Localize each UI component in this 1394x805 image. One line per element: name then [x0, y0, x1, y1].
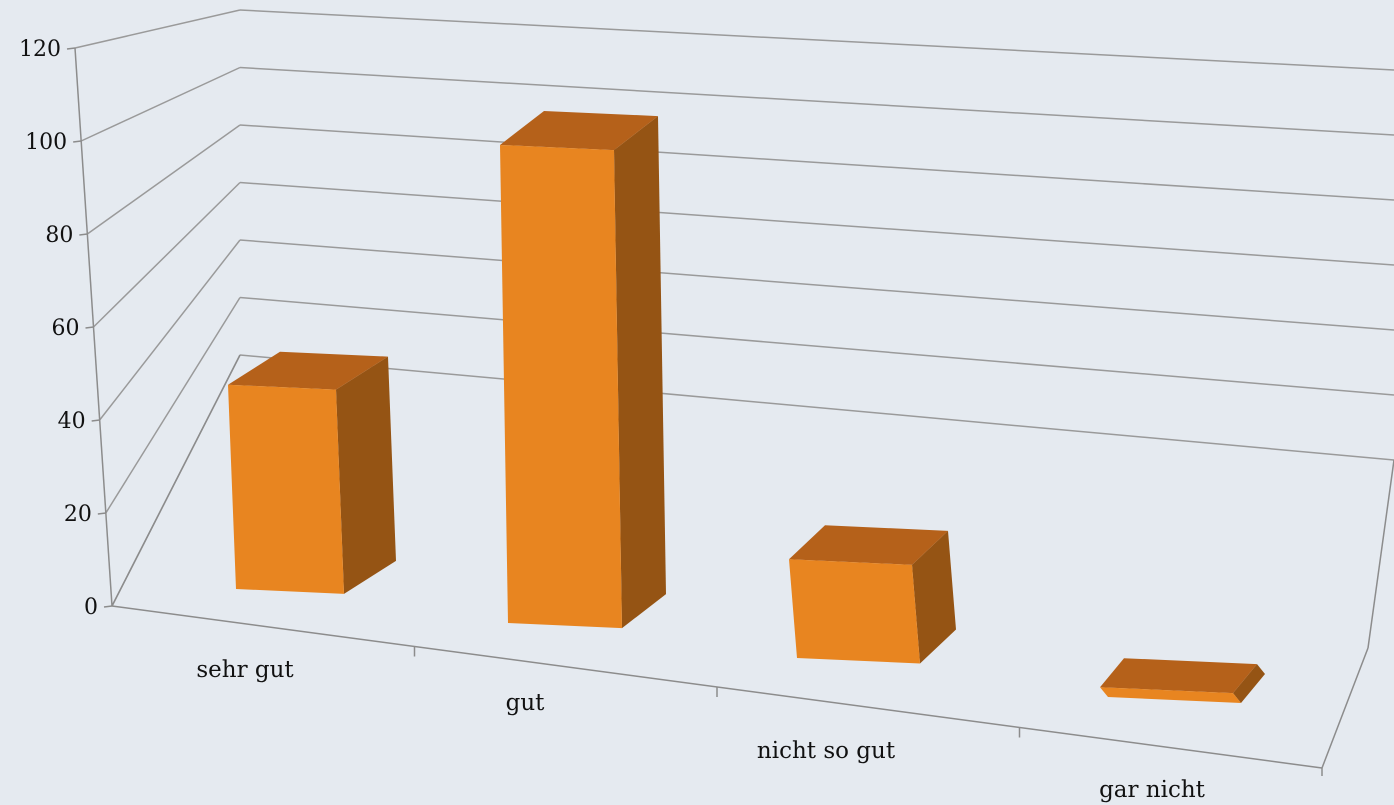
bar-top-0	[228, 351, 388, 390]
bar-side-0	[336, 356, 396, 594]
y-tick-label-60: 60	[52, 316, 80, 341]
axes	[66, 47, 1394, 776]
floor-right-edge	[1321, 647, 1369, 769]
y-tick-label-40: 40	[58, 409, 86, 434]
bar-side-2	[912, 530, 956, 664]
y-tick-120	[66, 47, 76, 50]
y-tick-label-100: 100	[25, 130, 67, 155]
y-tick-100	[73, 140, 82, 143]
y-tick-60	[85, 326, 94, 329]
gridline-20	[239, 296, 1394, 396]
x-tick-label-0: sehr gut	[196, 657, 294, 683]
bar-2	[789, 525, 956, 664]
y-axis	[74, 47, 113, 607]
gridline-80	[239, 124, 1394, 201]
y-tick-40	[91, 419, 100, 422]
x-tick-label-2: nicht so gut	[757, 738, 896, 764]
bar-top-1	[500, 110, 658, 151]
y-tick-80	[79, 233, 88, 236]
bar-0	[228, 351, 396, 594]
bar-top-3	[1100, 658, 1257, 694]
y-tick-label-120: 120	[19, 37, 61, 62]
y-tick-label-80: 80	[45, 223, 73, 248]
y-tick-20	[97, 512, 106, 515]
y-tick-0	[103, 605, 113, 608]
bar-front-3	[1100, 687, 1241, 703]
floor-back-right	[1367, 459, 1394, 649]
gridline-100	[239, 66, 1394, 136]
x-tick-label-1: gut	[506, 690, 546, 716]
bar-front-2	[789, 559, 920, 664]
side-gridline-100	[80, 66, 241, 142]
bar-3	[1100, 658, 1265, 703]
bar-top-2	[789, 525, 948, 565]
side-gridline-20	[105, 297, 241, 514]
bar-front-1	[500, 144, 622, 629]
gridline-40	[239, 239, 1394, 331]
y-tick-label-0: 0	[84, 595, 98, 620]
side-gridline-80	[86, 124, 241, 235]
y-tick-label-20: 20	[64, 502, 92, 527]
bar-side-3	[1233, 664, 1265, 703]
side-gridline-40	[99, 239, 241, 421]
gridline-0	[239, 354, 1394, 461]
floor-left-edge	[111, 354, 241, 607]
side-gridline-120	[74, 9, 241, 49]
gridline-120	[239, 9, 1394, 71]
labels: 0 20 40 60 80 100 120 sehr gut gut nicht so gut ga…	[19, 37, 1206, 803]
bar-front-0	[228, 384, 344, 594]
bar-1	[500, 110, 666, 629]
gridline-60	[239, 181, 1394, 266]
gridlines	[74, 9, 1394, 607]
x-tick-label-3: gar nicht	[1099, 777, 1206, 803]
bars	[228, 110, 1265, 703]
bar-side-1	[614, 116, 666, 629]
side-gridline-60	[92, 181, 241, 328]
